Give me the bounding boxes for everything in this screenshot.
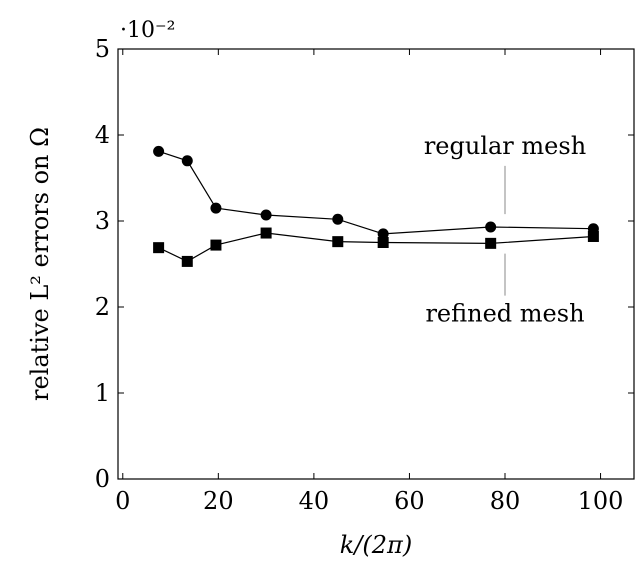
circle-point	[260, 209, 272, 221]
circle-point	[332, 213, 344, 225]
circle-point	[181, 155, 193, 167]
square-point	[332, 236, 344, 248]
square-point	[485, 237, 497, 249]
y-tick-label: 1	[95, 379, 110, 407]
square-point	[181, 255, 193, 267]
x-tick-label: 60	[394, 487, 425, 515]
y-tick-label: 2	[95, 293, 110, 321]
plot-frame	[117, 48, 635, 480]
series-line-0	[158, 150, 594, 235]
annotation-label: regular mesh	[424, 132, 586, 160]
circle-point	[210, 202, 222, 214]
x-ticks: 0 20 40 60 80 100	[115, 49, 623, 515]
series-layer	[153, 145, 599, 267]
y-scale-label: ·10⁻²	[120, 18, 175, 43]
x-tick-label: 40	[299, 487, 330, 515]
y-axis-label: relative L² errors on Ω	[26, 127, 54, 401]
y-tick-label: 0	[95, 465, 110, 493]
annotation-label: refined mesh	[425, 300, 584, 328]
circle-point	[153, 145, 165, 157]
y-ticks: 0 1 2 3 4 5	[95, 35, 634, 493]
series-line-1	[158, 232, 594, 263]
annotation-layer: regular mesh refined mesh	[424, 132, 586, 328]
circle-point	[485, 221, 497, 233]
square-point	[210, 239, 222, 251]
square-point	[260, 227, 272, 239]
x-tick-label: 0	[115, 487, 130, 515]
x-tick-label: 20	[203, 487, 234, 515]
square-point	[377, 237, 389, 248]
y-tick-label: 4	[95, 121, 110, 149]
x-tick-label: 100	[578, 487, 624, 515]
square-point	[587, 230, 599, 242]
square-point	[153, 242, 165, 254]
x-tick-label: 80	[490, 487, 521, 515]
y-tick-label: 5	[95, 35, 110, 63]
circle-point	[377, 228, 389, 240]
y-tick-label: 3	[95, 207, 110, 235]
x-axis-label: k/(2π)	[340, 531, 412, 559]
